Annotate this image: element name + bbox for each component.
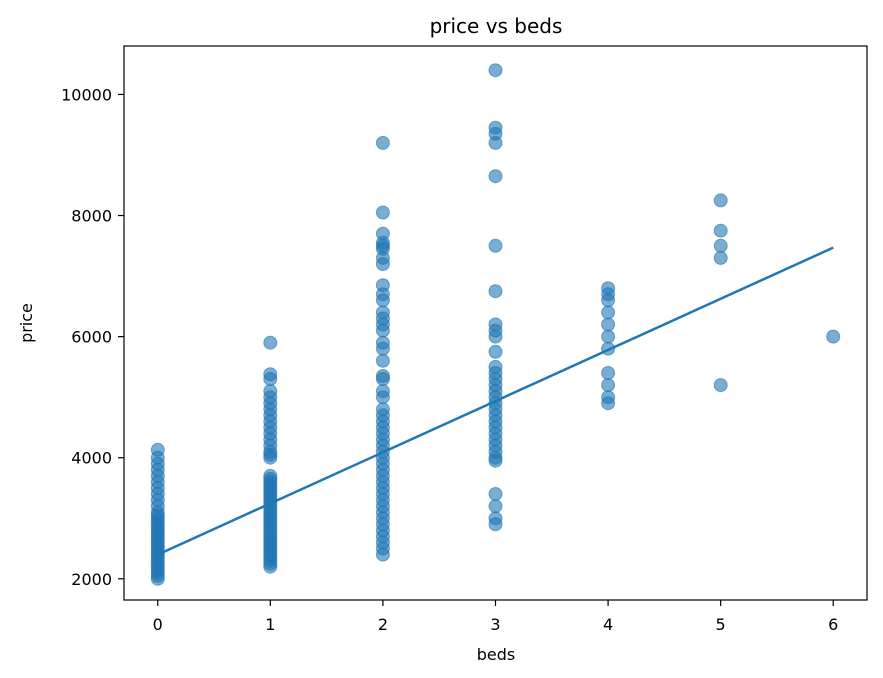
- data-point: [375, 305, 390, 320]
- data-point: [375, 278, 390, 293]
- data-point: [488, 63, 503, 78]
- data-point: [263, 384, 278, 399]
- data-point: [150, 442, 165, 457]
- data-point: [488, 169, 503, 184]
- data-point: [263, 367, 278, 382]
- data-point: [375, 135, 390, 150]
- data-point: [375, 402, 390, 417]
- x-tick-label: 4: [603, 615, 613, 634]
- y-axis-label: price: [17, 303, 36, 343]
- x-axis-label: beds: [477, 645, 516, 664]
- data-point: [375, 335, 390, 350]
- y-tick-label: 2000: [71, 570, 112, 589]
- data-point: [263, 468, 278, 483]
- data-point: [263, 335, 278, 350]
- data-point: [713, 223, 728, 238]
- data-point: [488, 317, 503, 332]
- x-tick-label: 6: [828, 615, 838, 634]
- data-point: [375, 353, 390, 368]
- x-tick-label: 1: [265, 615, 275, 634]
- data-point: [601, 366, 616, 380]
- data-point: [375, 226, 390, 241]
- x-tick-label: 0: [153, 615, 163, 634]
- data-point: [488, 499, 503, 514]
- data-point: [713, 238, 728, 253]
- x-axis-ticks: 0 1 2 3 4 5 6: [153, 600, 838, 634]
- y-tick-label: 10000: [61, 85, 112, 104]
- data-point: [601, 378, 616, 393]
- x-tick-label: 5: [716, 615, 726, 634]
- data-point: [713, 250, 728, 265]
- data-point: [601, 390, 616, 405]
- data-point: [826, 329, 841, 344]
- data-point: [488, 344, 503, 359]
- scatter-points: [150, 63, 841, 586]
- y-tick-label: 4000: [71, 449, 112, 468]
- y-tick-label: 6000: [71, 328, 112, 347]
- trend-line: [157, 246, 834, 556]
- y-axis-ticks: 2000 4000 6000 8000 10000: [61, 85, 124, 589]
- data-point: [601, 305, 616, 320]
- data-point: [488, 359, 503, 374]
- chart-title: price vs beds: [430, 14, 563, 38]
- data-point: [375, 384, 390, 399]
- data-point: [488, 511, 503, 526]
- data-point: [601, 329, 616, 344]
- y-tick-label: 8000: [71, 207, 112, 226]
- trend-line-layer: [157, 246, 834, 556]
- data-point: [488, 284, 503, 299]
- data-point: [713, 378, 728, 393]
- data-point: [601, 281, 616, 296]
- data-point: [713, 193, 728, 208]
- data-point: [601, 317, 616, 332]
- x-tick-label: 3: [490, 615, 500, 634]
- data-point: [375, 369, 390, 383]
- data-point: [488, 238, 503, 253]
- x-tick-label: 2: [378, 615, 388, 634]
- data-point: [375, 205, 390, 220]
- data-point: [488, 120, 503, 135]
- data-point: [488, 487, 503, 501]
